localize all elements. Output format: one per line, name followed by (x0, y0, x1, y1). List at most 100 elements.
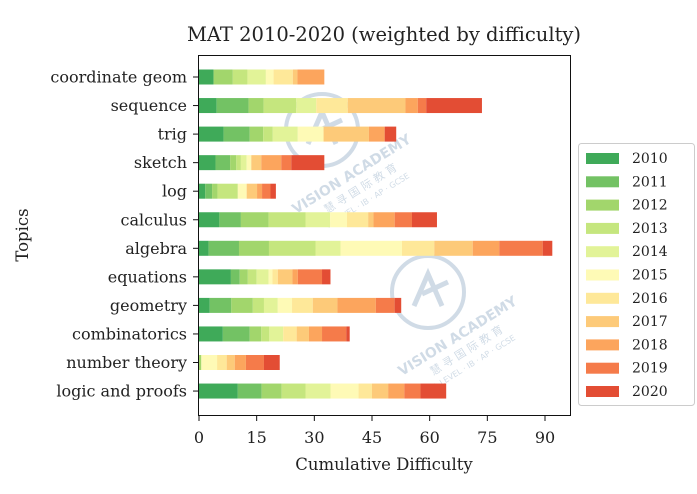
bar-segment-2015 (268, 269, 273, 285)
bar-segment-2014 (256, 269, 269, 285)
bar-row-sequence (199, 98, 482, 114)
y-tick-label: sketch (134, 153, 187, 172)
bar-segment-2010 (199, 69, 214, 85)
bar-segment-2018 (261, 155, 282, 171)
bar-segment-2017 (347, 98, 406, 114)
bar-segment-2017 (312, 297, 338, 313)
bar-segment-2012 (213, 69, 233, 85)
bar-segment-2013 (263, 98, 297, 114)
bar-segment-2011 (237, 383, 262, 399)
bar-segment-2014 (272, 126, 298, 142)
legend-swatch-2010 (586, 153, 619, 164)
bars-group (199, 69, 553, 399)
bar-segment-2014 (263, 297, 278, 313)
legend-swatch-2019 (586, 362, 619, 374)
bar-segment-2011 (223, 126, 250, 142)
legend-label-2010: 2010 (632, 151, 668, 167)
bar-segment-2015 (265, 69, 274, 85)
bar-segment-2013 (261, 326, 270, 342)
bar-segment-2010 (199, 240, 209, 256)
bar-segment-2020 (322, 269, 331, 285)
watermark-circle-icon (390, 254, 466, 330)
x-tick-label: 0 (194, 428, 204, 447)
bar-segment-2012 (199, 355, 202, 370)
legend-swatch-2016 (586, 292, 619, 304)
bar-segment-2020 (542, 240, 553, 256)
bar-segment-2014 (315, 240, 341, 256)
legend-swatch-2017 (586, 316, 619, 328)
bar-segment-2011 (215, 155, 231, 171)
x-tick-label: 60 (419, 428, 439, 447)
bar-segment-2011 (209, 297, 232, 313)
bar-segment-2012 (238, 240, 269, 256)
legend-label-2013: 2013 (632, 221, 668, 237)
bar-segment-2011 (219, 212, 241, 228)
bar-row-log (199, 183, 276, 199)
bar-segment-2020 (394, 297, 402, 313)
bar-segment-2018 (234, 355, 246, 370)
y-tick-label: log (162, 182, 187, 201)
bar-segment-2012 (261, 383, 282, 399)
bar-segment-2012 (249, 126, 264, 142)
bar-segment-2010 (199, 155, 216, 171)
y-tick-label: trig (158, 125, 187, 144)
bar-segment-2017 (434, 240, 473, 256)
bar-segment-2016 (347, 212, 369, 228)
legend-label-2017: 2017 (632, 314, 668, 330)
legend-swatch-2015 (586, 269, 619, 281)
bar-segment-2012 (249, 326, 262, 342)
bar-row-calculus (199, 212, 437, 228)
bar-row-equations (199, 269, 331, 285)
bar-segment-2014 (247, 69, 266, 85)
bar-segment-2011 (222, 326, 250, 342)
legend-label-2020: 2020 (632, 384, 668, 400)
bar-segment-2015 (330, 383, 359, 399)
bar-segment-2019 (417, 98, 427, 114)
bar-segment-2017 (368, 212, 374, 228)
legend-swatch-2018 (586, 339, 619, 351)
bar-segment-2016 (273, 69, 293, 85)
x-tick-label: 45 (362, 428, 382, 447)
y-tick-label: logic and proofs (56, 382, 187, 401)
bar-segment-2017 (251, 155, 262, 171)
legend-label-2012: 2012 (632, 198, 668, 214)
legend-label-2015: 2015 (632, 268, 668, 284)
x-tick-label: 30 (304, 428, 324, 447)
y-tick-label: number theory (66, 353, 187, 372)
legend-label-2018: 2018 (632, 337, 668, 353)
bar-segment-2015 (237, 183, 247, 199)
bar-segment-2011 (230, 269, 240, 285)
bar-segment-2020 (270, 183, 276, 199)
chart-title: MAT 2010-2020 (weighted by difficulty) (187, 23, 581, 46)
x-axis: 0 15 30 45 60 75 90 (194, 415, 555, 447)
bar-segment-2020 (411, 212, 437, 228)
bar-segment-2012 (230, 155, 237, 171)
x-tick-label: 15 (246, 428, 266, 447)
bar-segment-2010 (199, 212, 220, 228)
bar-segment-2018 (405, 98, 418, 114)
bar-segment-2020 (420, 383, 447, 399)
bar-row-sketch (199, 155, 325, 171)
bar-segment-2018 (388, 383, 405, 399)
legend-label-2019: 2019 (632, 361, 668, 377)
y-tick-label: sequence (111, 96, 187, 115)
bar-segment-2017 (246, 183, 258, 199)
bar-segment-2016 (358, 383, 372, 399)
bar-segment-2015 (297, 126, 324, 142)
bar-segment-2018 (292, 269, 298, 285)
bar-segment-2012 (231, 297, 253, 313)
y-tick-label: geometry (110, 296, 187, 315)
watermark-a-icon (411, 267, 450, 308)
bar-segment-2019 (375, 297, 395, 313)
bar-segment-2018 (297, 69, 325, 85)
bar-segment-2013 (263, 126, 273, 142)
bar-segment-2014 (269, 326, 284, 342)
x-tick-label: 75 (477, 428, 497, 447)
bar-segment-2018 (472, 240, 500, 256)
bar-segment-2018 (308, 326, 323, 342)
bar-segment-2014 (296, 98, 317, 114)
bar-segment-2015 (277, 297, 293, 313)
bar-segment-2013 (232, 69, 248, 85)
bar-segment-2020 (384, 126, 397, 142)
